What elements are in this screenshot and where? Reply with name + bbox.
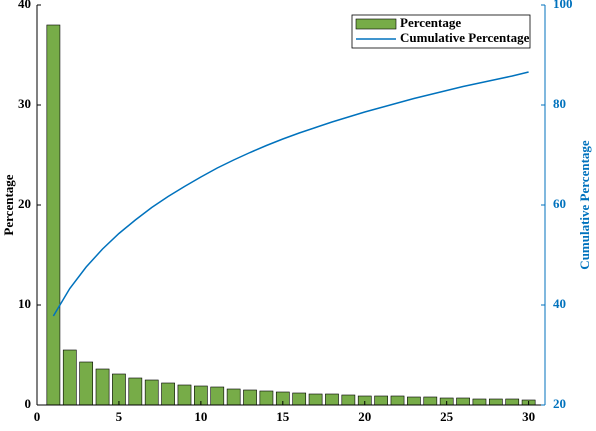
y2-tick-label: 40 — [553, 296, 566, 311]
bar — [407, 396, 421, 406]
legend-label: Cumulative Percentage — [400, 30, 530, 45]
x-tick-label: 25 — [440, 409, 454, 424]
bar — [46, 24, 61, 406]
bar — [112, 373, 126, 406]
y-tick-label: 10 — [18, 296, 31, 311]
x-tick-label: 0 — [34, 409, 41, 424]
bar — [488, 398, 503, 406]
bar — [161, 382, 175, 406]
bar — [505, 398, 520, 406]
bar — [226, 388, 241, 406]
x-tick-label: 15 — [276, 409, 290, 424]
bar — [374, 395, 388, 406]
y2-tick-label: 100 — [553, 0, 573, 11]
bar — [308, 393, 323, 406]
y-tick-label: 30 — [18, 96, 31, 111]
bar — [210, 386, 225, 406]
y2-axis-label: Cumulative Percentage — [577, 140, 592, 270]
bar — [325, 393, 339, 406]
y2-tick-label: 60 — [553, 196, 566, 211]
line — [52, 71, 529, 317]
legend-label: Percentage — [400, 15, 461, 30]
bar — [177, 384, 192, 406]
y-tick-label: 0 — [25, 396, 32, 411]
bar — [259, 390, 274, 406]
bar — [472, 398, 487, 406]
y-axis-label: Percentage — [1, 174, 16, 235]
x-tick-label: 20 — [358, 409, 371, 424]
legend-swatch — [355, 18, 397, 30]
bar — [243, 389, 257, 406]
bar — [95, 368, 110, 406]
y-tick-label: 20 — [18, 196, 31, 211]
bar — [390, 395, 405, 406]
bar — [423, 396, 438, 406]
bar — [128, 377, 143, 406]
bar — [292, 392, 307, 406]
x-tick-label: 5 — [116, 409, 123, 424]
bar — [341, 394, 356, 406]
bar — [144, 379, 159, 406]
x-tick-label: 30 — [522, 409, 535, 424]
y2-tick-label: 20 — [553, 396, 566, 411]
bar — [79, 361, 94, 406]
bar — [456, 397, 470, 406]
y2-tick-label: 80 — [553, 96, 566, 111]
y-tick-label: 40 — [18, 0, 31, 11]
bar — [62, 349, 77, 406]
x-tick-label: 10 — [194, 409, 207, 424]
